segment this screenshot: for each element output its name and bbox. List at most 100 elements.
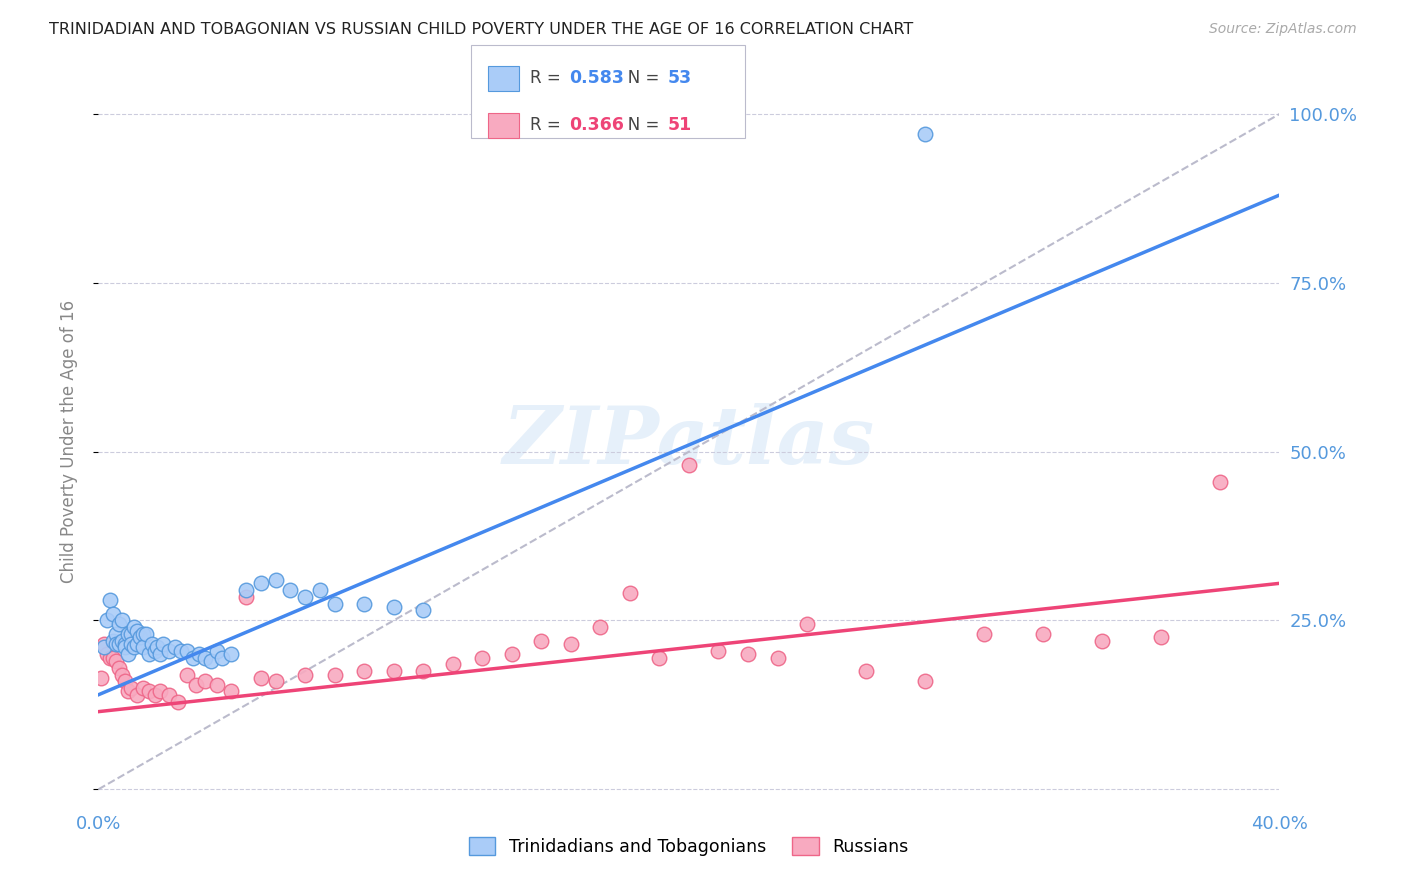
Point <box>187 647 209 661</box>
Point <box>96 614 118 628</box>
Text: R =: R = <box>530 70 567 87</box>
Point <box>294 667 316 681</box>
Point <box>114 637 136 651</box>
Point <box>117 647 139 661</box>
Point <box>167 694 190 708</box>
Point <box>120 637 142 651</box>
Point <box>737 647 759 661</box>
Point <box>132 681 155 695</box>
Point <box>382 599 405 614</box>
Point <box>108 616 131 631</box>
Point <box>111 633 134 648</box>
Point <box>170 644 193 658</box>
Point <box>648 650 671 665</box>
Point <box>194 674 217 689</box>
Y-axis label: Child Poverty Under the Age of 16: Child Poverty Under the Age of 16 <box>59 300 77 583</box>
Text: 0.583: 0.583 <box>569 70 624 87</box>
Point <box>382 664 405 678</box>
Point <box>280 583 302 598</box>
Point <box>90 671 112 685</box>
Point <box>165 640 187 655</box>
Point <box>294 590 316 604</box>
Point <box>149 647 172 661</box>
Point <box>471 650 494 665</box>
Point <box>353 597 375 611</box>
Point <box>914 674 936 689</box>
Point <box>441 657 464 672</box>
Point <box>111 614 134 628</box>
Point <box>1150 631 1173 645</box>
Point <box>530 633 553 648</box>
Point <box>135 627 157 641</box>
Point <box>105 627 128 641</box>
Point <box>108 637 131 651</box>
Text: 51: 51 <box>668 116 692 134</box>
Point <box>138 684 160 698</box>
Point <box>235 583 257 598</box>
Point <box>93 640 115 655</box>
Point <box>619 586 641 600</box>
Point <box>149 684 172 698</box>
Point <box>105 637 128 651</box>
Point <box>114 674 136 689</box>
Point <box>103 607 125 621</box>
Point <box>176 667 198 681</box>
Point <box>194 650 217 665</box>
Point <box>146 640 169 655</box>
Point <box>157 688 180 702</box>
Point <box>211 650 233 665</box>
Point <box>125 624 148 638</box>
Point <box>250 671 273 685</box>
Point <box>250 576 273 591</box>
Point <box>205 644 228 658</box>
Point <box>138 647 160 661</box>
Point <box>105 654 128 668</box>
Point <box>1091 633 1114 648</box>
Point <box>117 627 139 641</box>
Point <box>143 644 166 658</box>
Point <box>108 661 131 675</box>
Point <box>96 647 118 661</box>
Point <box>412 603 434 617</box>
Point <box>141 637 163 651</box>
Point <box>914 128 936 142</box>
Point <box>132 627 155 641</box>
Point <box>766 650 789 665</box>
Point <box>93 637 115 651</box>
Point <box>122 640 145 655</box>
Point <box>560 637 582 651</box>
Point <box>200 654 222 668</box>
Point <box>1032 627 1054 641</box>
Point <box>264 573 287 587</box>
Point <box>120 627 142 641</box>
Point <box>707 644 730 658</box>
Point <box>973 627 995 641</box>
Point <box>111 667 134 681</box>
Point <box>125 688 148 702</box>
Text: TRINIDADIAN AND TOBAGONIAN VS RUSSIAN CHILD POVERTY UNDER THE AGE OF 16 CORRELAT: TRINIDADIAN AND TOBAGONIAN VS RUSSIAN CH… <box>49 22 914 37</box>
Point <box>221 647 243 661</box>
Point <box>501 647 523 661</box>
Point <box>98 650 121 665</box>
Point <box>221 684 243 698</box>
Point <box>181 650 204 665</box>
Legend: Trinidadians and Tobagonians, Russians: Trinidadians and Tobagonians, Russians <box>463 830 915 863</box>
Point <box>796 616 818 631</box>
Point <box>157 644 180 658</box>
Point <box>103 650 125 665</box>
Point <box>353 664 375 678</box>
Point <box>323 597 346 611</box>
Point <box>103 633 125 648</box>
Text: ZIPatlas: ZIPatlas <box>503 403 875 480</box>
Point <box>412 664 434 678</box>
Point <box>235 590 257 604</box>
Point <box>143 688 166 702</box>
Point <box>184 678 207 692</box>
Point <box>98 593 121 607</box>
Point <box>117 684 139 698</box>
Point <box>122 620 145 634</box>
Point <box>205 678 228 692</box>
Text: 53: 53 <box>668 70 692 87</box>
Point <box>855 664 877 678</box>
Point <box>323 667 346 681</box>
